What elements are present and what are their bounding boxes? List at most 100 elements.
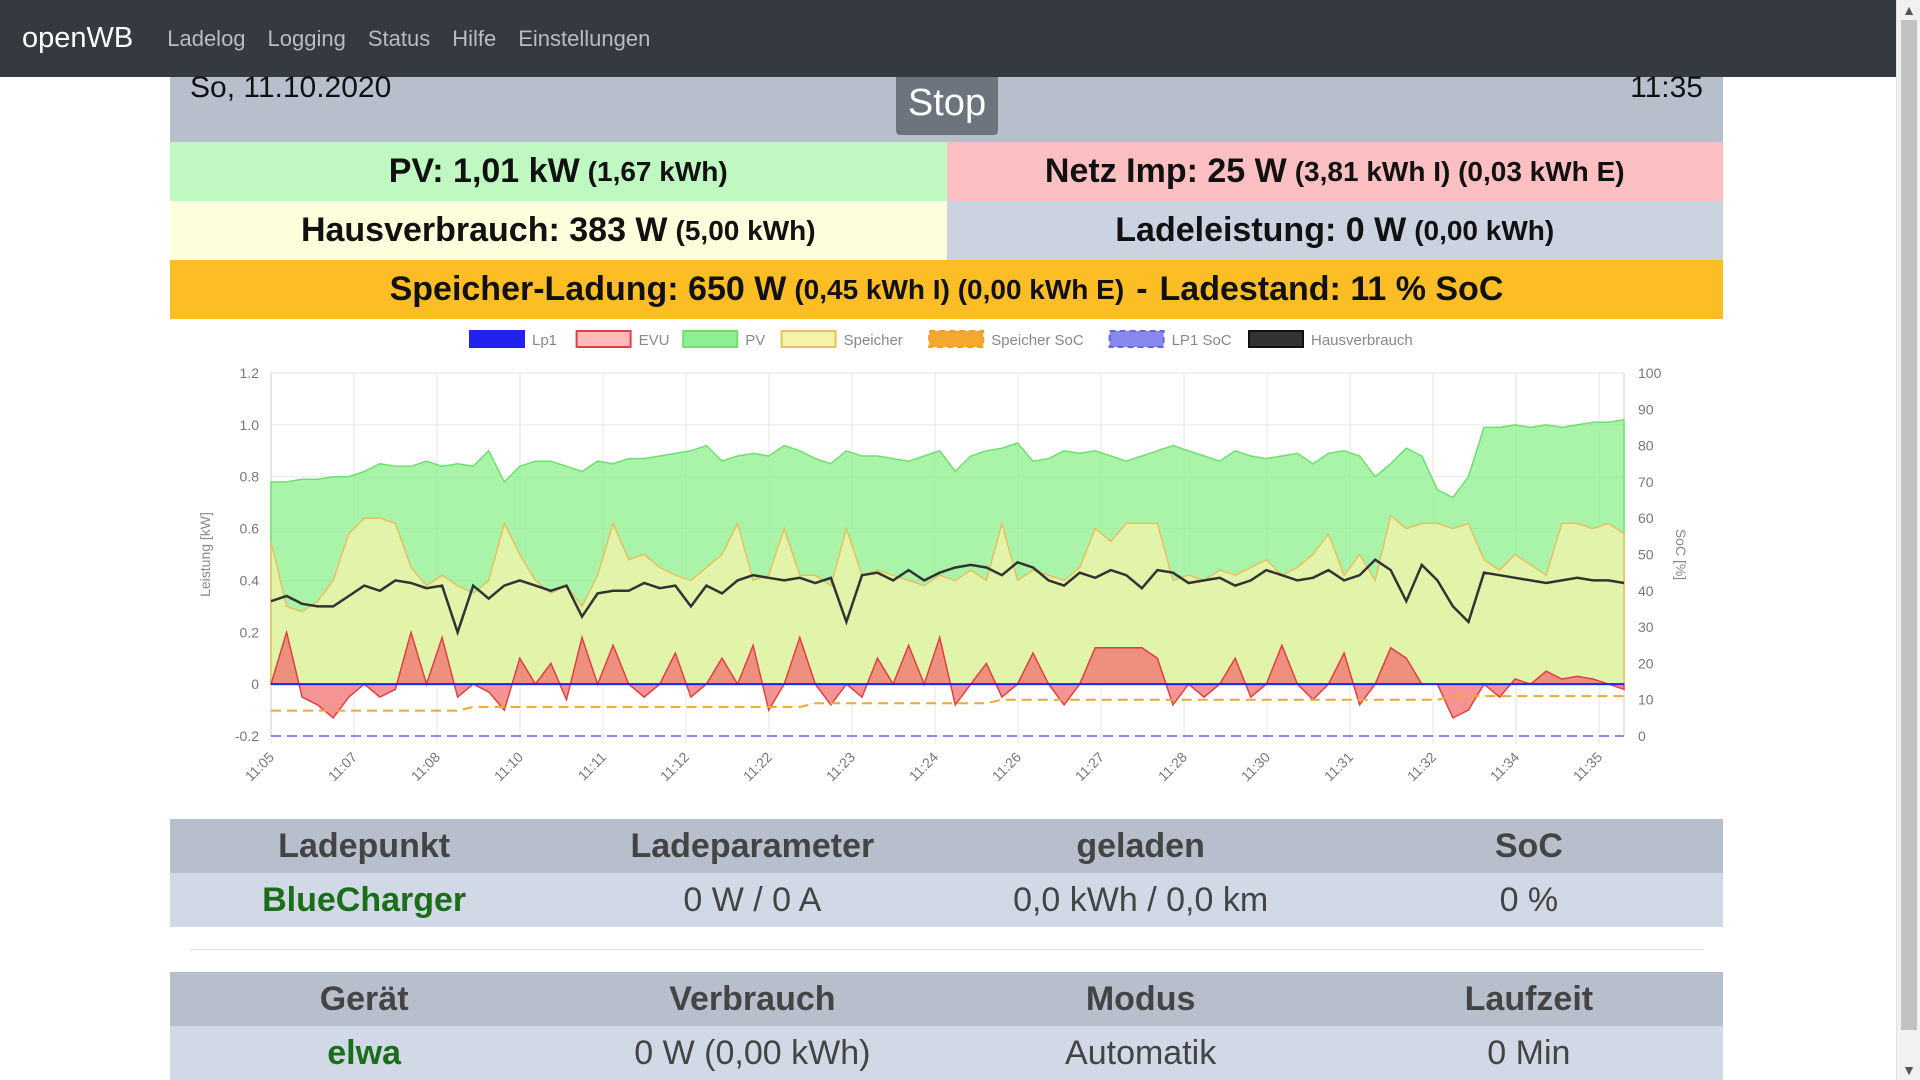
speicher-area-series — [270, 514, 1625, 685]
x-tick-label: 11:32 — [1404, 749, 1440, 785]
x-tick-label: 11:05 — [242, 749, 278, 785]
hausverbrauch-energy: (5,00 kWh) — [675, 214, 816, 246]
header-soc: SoC — [1494, 826, 1563, 865]
scroll-down-arrow-icon[interactable]: ▼ — [1902, 1062, 1916, 1078]
scroll-thumb[interactable] — [1901, 20, 1917, 1030]
legend-label: LP1 SoC — [1172, 332, 1232, 349]
legend-swatch — [1248, 330, 1304, 348]
y-axis-title-right: SoC [%] — [1673, 529, 1689, 580]
ladepunkt-header-row: Ladepunkt Ladeparameter geladen SoC — [170, 819, 1723, 873]
x-tick-label: 11:24 — [906, 749, 942, 785]
legend-label: Hausverbrauch — [1311, 332, 1413, 349]
ladepunkt-table: Ladepunkt Ladeparameter geladen SoC Blue… — [170, 819, 1723, 927]
speicher-value: Speicher-Ladung: 650 W — [389, 270, 787, 308]
modus-value: Automatik — [1065, 1033, 1217, 1072]
speicher-stat: Speicher-Ladung: 650 W (0,45 kWh I) (0,00… — [170, 260, 1723, 319]
y-tick-label-right: 90 — [1638, 401, 1654, 417]
x-tick-label: 11:34 — [1487, 749, 1523, 785]
legend-swatch — [928, 330, 985, 348]
divider — [190, 949, 1703, 950]
y-tick-label-right: 50 — [1638, 547, 1654, 563]
y-tick-label-left: 1.2 — [240, 365, 260, 381]
stop-button[interactable]: Stop — [896, 77, 998, 135]
nav-link-hilfe[interactable]: Hilfe — [452, 25, 497, 51]
header-laufzeit: Laufzeit — [1464, 979, 1594, 1018]
navbar: openWB Ladelog Logging Status Hilfe Eins… — [0, 0, 1896, 77]
y-tick-label-right: 30 — [1638, 619, 1654, 635]
x-tick-label: 11:26 — [989, 749, 1025, 785]
table-row: BlueCharger 0 W / 0 A 0,0 kWh / 0,0 km 0… — [170, 873, 1723, 927]
laufzeit-value: 0 Min — [1487, 1033, 1571, 1072]
nav-link-ladelog[interactable]: Ladelog — [167, 25, 246, 51]
stats-row-3: Speicher-Ladung: 650 W (0,45 kWh I) (0,00… — [170, 260, 1723, 319]
speicher-soc-value: Ladestand: 11 % SoC — [1159, 270, 1504, 308]
y-tick-label-right: 100 — [1638, 365, 1662, 381]
hausverbrauch-value: Hausverbrauch: 383 W — [300, 211, 668, 249]
legend-label: Lp1 — [532, 332, 557, 349]
x-tick-label: 11:27 — [1072, 749, 1108, 785]
pv-value: PV: 1,01 kW — [388, 152, 580, 190]
verbrauch-value: 0 W (0,00 kWh) — [634, 1033, 871, 1072]
header-geraet: Gerät — [319, 979, 409, 1018]
x-tick-label: 11:31 — [1321, 749, 1357, 785]
hausverbrauch-line-series — [270, 558, 1625, 637]
legend-swatch — [682, 330, 739, 348]
time-display: 11:35 — [1630, 71, 1703, 104]
y-tick-label-left: -0.2 — [235, 728, 259, 744]
header-ladepunkt: Ladepunkt — [278, 826, 451, 865]
nav-link-status[interactable]: Status — [367, 25, 431, 51]
header-geladen: geladen — [1076, 826, 1205, 865]
geraet-table: Gerät Verbrauch Modus Laufzeit elwa 0 W … — [170, 972, 1723, 1080]
header-verbrauch: Verbrauch — [669, 979, 836, 1018]
header-modus: Modus — [1085, 979, 1196, 1018]
geladen-value: 0,0 kWh / 0,0 km — [1013, 880, 1269, 919]
x-tick-label: 11:30 — [1238, 749, 1274, 785]
x-tick-label: 11:08 — [408, 749, 444, 785]
ladepunkt-name[interactable]: BlueCharger — [262, 880, 467, 919]
legend-label: Speicher SoC — [991, 332, 1084, 349]
vertical-scrollbar[interactable]: ▲ ▼ — [1896, 0, 1920, 1080]
status-header: So, 11.10.2020 Stop 11:35 — [170, 71, 1723, 142]
y-axis-title-left: Leistung [kW] — [197, 512, 213, 597]
legend-swatch — [1108, 330, 1165, 348]
brand-logo[interactable]: openWB — [22, 22, 134, 54]
speicher-separator: - — [1136, 270, 1148, 308]
legend-label: EVU — [639, 332, 670, 349]
date-display: So, 11.10.2020 — [190, 71, 392, 104]
y-tick-label-left: 0.4 — [240, 572, 260, 588]
x-tick-label: 11:35 — [1570, 749, 1606, 785]
y-tick-label-left: 0.2 — [240, 624, 260, 640]
x-tick-label: 11:11 — [575, 749, 610, 784]
header-ladeparameter: Ladeparameter — [630, 826, 875, 865]
stats-row-2: Hausverbrauch: 383 W (5,00 kWh) Ladeleist… — [170, 201, 1723, 260]
speicher-energy: (0,45 kWh I) (0,00 kWh E) — [794, 273, 1125, 305]
netz-energy: (3,81 kWh I) (0,03 kWh E) — [1294, 155, 1625, 187]
y-tick-label-right: 40 — [1638, 583, 1654, 599]
netz-value: Netz Imp: 25 W — [1044, 152, 1287, 190]
power-chart-svg: 1.21.00.80.60.40.20-0.210090807060504030… — [197, 330, 1689, 785]
nav-link-einstellungen[interactable]: Einstellungen — [518, 25, 651, 51]
y-tick-label-right: 80 — [1638, 438, 1654, 454]
x-tick-label: 11:07 — [325, 749, 361, 785]
stats-row-1: PV: 1,01 kW (1,67 kWh) Netz Imp: 25 W (3,8… — [170, 142, 1723, 201]
hausverbrauch-stat: Hausverbrauch: 383 W (5,00 kWh) — [170, 201, 947, 260]
y-tick-label-right: 0 — [1638, 728, 1646, 744]
pv-stat: PV: 1,01 kW (1,67 kWh) — [170, 142, 947, 201]
y-tick-label-left: 1.0 — [240, 417, 260, 433]
power-chart: 1.2 1.0 0.8 0.6 0.4 0.2 0 -0.2 100 90 80 70 60 50 40 30… — [170, 319, 1723, 819]
y-tick-label-right: 10 — [1638, 692, 1654, 708]
legend-swatch — [469, 330, 525, 348]
nav-link-logging[interactable]: Logging — [267, 25, 346, 51]
y-tick-label-right: 70 — [1638, 474, 1654, 490]
soc-value: 0 % — [1499, 880, 1559, 919]
legend-swatch — [575, 330, 632, 348]
legend-swatch — [780, 330, 837, 348]
geraet-name[interactable]: elwa — [327, 1033, 401, 1072]
ladeparameter-value: 0 W / 0 A — [683, 880, 822, 919]
y-tick-label-right: 60 — [1638, 510, 1654, 526]
table-row: elwa 0 W (0,00 kWh) Automatik 0 Min — [170, 1026, 1723, 1080]
legend-label: PV — [745, 332, 765, 349]
geraet-header-row: Gerät Verbrauch Modus Laufzeit — [170, 972, 1723, 1026]
scroll-up-arrow-icon[interactable]: ▲ — [1902, 2, 1916, 18]
y-tick-label-left: 0 — [251, 676, 259, 692]
